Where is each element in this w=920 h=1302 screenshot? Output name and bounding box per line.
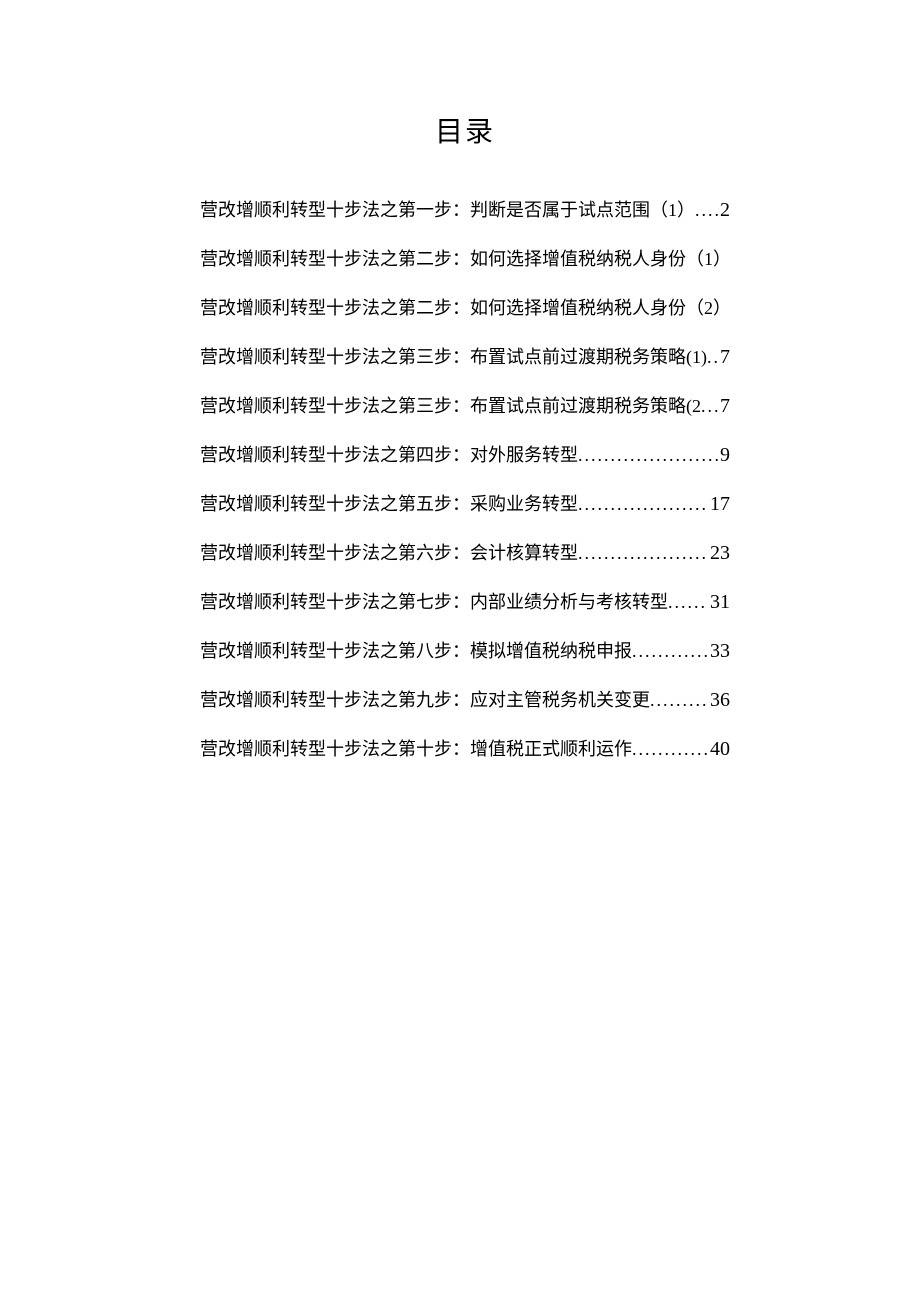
toc-entry-page: 7 [718, 333, 730, 382]
toc-entry-text: 营改增顺利转型十步法之第六步：会计核算转型 [200, 529, 578, 578]
toc-entry-page: 40 [708, 725, 730, 774]
toc-entry-page: 33 [708, 627, 730, 676]
toc-entry: 营改增顺利转型十步法之第九步：应对主管税务机关变更 36 [200, 676, 730, 725]
toc-leader-dots [578, 529, 708, 578]
toc-entry-text: 营改增顺利转型十步法之第八步：模拟增值税纳税申报 [200, 627, 632, 676]
toc-entry: 营改增顺利转型十步法之第三步：布置试点前过渡期税务策略(2 7 [200, 382, 730, 431]
toc-entry: 营改增顺利转型十步法之第五步：采购业务转型 17 [200, 480, 730, 529]
toc-entry-text: 营改增顺利转型十步法之第一步：判断是否属于试点范围（1） [200, 186, 695, 235]
toc-entry-page: 9 [718, 431, 730, 480]
toc-leader-dots [701, 382, 718, 431]
toc-entry-text: 营改增顺利转型十步法之第三步：布置试点前过渡期税务策略(1) [200, 333, 707, 382]
toc-leader-dots [578, 431, 718, 480]
toc-entry-text: 营改增顺利转型十步法之第二步：如何选择增值税纳税人身份（1） [200, 235, 730, 284]
toc-list: 营改增顺利转型十步法之第一步：判断是否属于试点范围（1） 2营改增顺利转型十步法… [200, 186, 730, 774]
toc-entry-text: 营改增顺利转型十步法之第九步：应对主管税务机关变更 [200, 676, 650, 725]
toc-entry-text: 营改增顺利转型十步法之第七步：内部业绩分析与考核转型 [200, 578, 668, 627]
toc-entry-text: 营改增顺利转型十步法之第四步：对外服务转型 [200, 431, 578, 480]
toc-entry-text: 营改增顺利转型十步法之第三步：布置试点前过渡期税务策略(2 [200, 382, 701, 431]
toc-leader-dots [578, 480, 708, 529]
toc-entry: 营改增顺利转型十步法之第一步：判断是否属于试点范围（1） 2 [200, 186, 730, 235]
toc-entry-text: 营改增顺利转型十步法之第二步：如何选择增值税纳税人身份（2） [200, 284, 730, 333]
toc-entry: 营改增顺利转型十步法之第七步：内部业绩分析与考核转型 31 [200, 578, 730, 627]
toc-entry: 营改增顺利转型十步法之第六步：会计核算转型 23 [200, 529, 730, 578]
toc-entry-text: 营改增顺利转型十步法之第十步：增值税正式顺利运作 [200, 725, 632, 774]
toc-entry: 营改增顺利转型十步法之第八步：模拟增值税纳税申报 33 [200, 627, 730, 676]
toc-entry-page: 17 [708, 480, 730, 529]
toc-entry-page: 23 [708, 529, 730, 578]
toc-entry: 营改增顺利转型十步法之第四步：对外服务转型 9 [200, 431, 730, 480]
toc-entry-page: 2 [718, 186, 730, 235]
toc-leader-dots [650, 676, 708, 725]
toc-leader-dots [707, 333, 718, 382]
toc-entry-text: 营改增顺利转型十步法之第五步：采购业务转型 [200, 480, 578, 529]
toc-title: 目录 [200, 110, 730, 150]
toc-entry: 营改增顺利转型十步法之第二步：如何选择增值税纳税人身份（1） 4 [200, 235, 730, 284]
toc-entry: 营改增顺利转型十步法之第三步：布置试点前过渡期税务策略(1) 7 [200, 333, 730, 382]
toc-entry-page: 36 [708, 676, 730, 725]
page-container: 目录 营改增顺利转型十步法之第一步：判断是否属于试点范围（1） 2营改增顺利转型… [0, 0, 920, 774]
toc-leader-dots [668, 578, 708, 627]
toc-leader-dots [695, 186, 718, 235]
toc-leader-dots [632, 725, 708, 774]
toc-entry-page: 7 [718, 382, 730, 431]
toc-entry: 营改增顺利转型十步法之第十步：增值税正式顺利运作 40 [200, 725, 730, 774]
toc-entry: 营改增顺利转型十步法之第二步：如何选择增值税纳税人身份（2） 5 [200, 284, 730, 333]
toc-entry-page: 31 [708, 578, 730, 627]
toc-leader-dots [632, 627, 708, 676]
